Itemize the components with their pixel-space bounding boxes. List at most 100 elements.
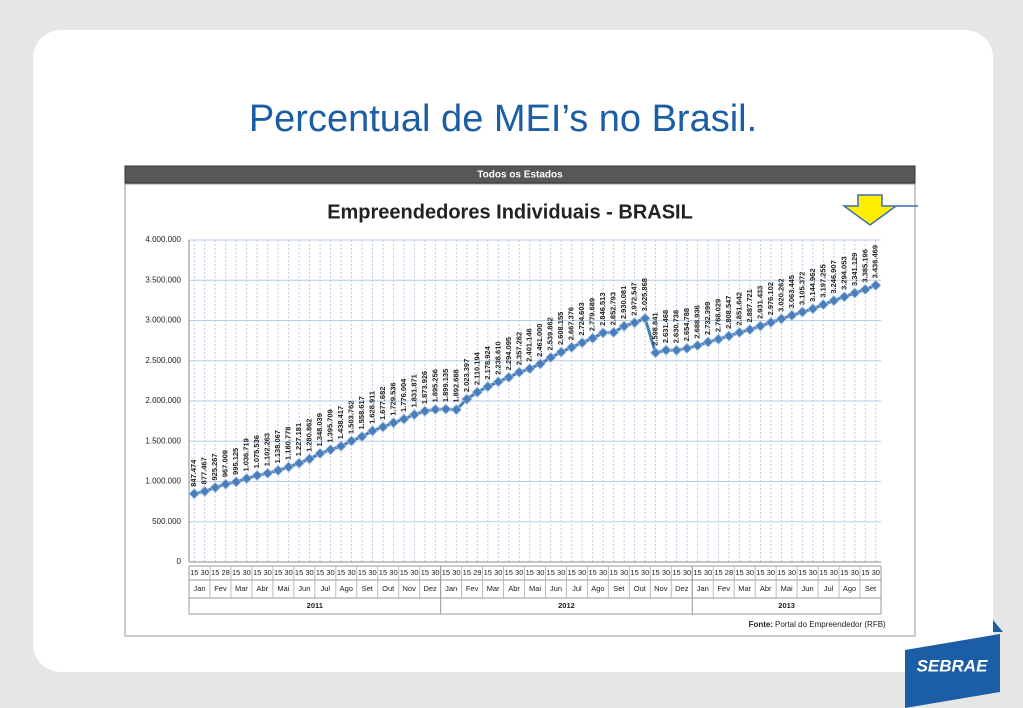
y-tick-label: 3.000.000 <box>145 316 181 325</box>
data-label: 3.436.469 <box>871 245 880 278</box>
x-tick-label: 15 <box>484 568 492 577</box>
data-point <box>251 469 263 481</box>
month-label: Dez <box>675 584 689 593</box>
x-tick-label: 30 <box>683 568 691 577</box>
x-tick-label: 28 <box>725 568 733 577</box>
data-point <box>408 408 420 421</box>
x-tick-label: 15 <box>735 568 743 577</box>
data-label: 2.461.000 <box>535 324 544 357</box>
data-point <box>209 481 221 494</box>
x-tick-label: 30 <box>284 568 292 577</box>
data-label: 2.178.924 <box>483 345 492 379</box>
data-point <box>691 339 704 352</box>
data-point <box>545 351 557 364</box>
data-label: 1.036.719 <box>242 438 251 471</box>
y-tick-label: 2.000.000 <box>145 396 181 405</box>
data-point <box>199 485 211 497</box>
data-label: 1.280.862 <box>305 419 314 452</box>
data-label: 2.598.841 <box>651 312 660 345</box>
data-label: 2.779.689 <box>588 298 597 331</box>
data-label: 3.197.255 <box>818 264 827 297</box>
data-label: 1.180.778 <box>284 427 293 460</box>
x-tick-label: 15 <box>400 568 408 577</box>
data-point <box>503 371 515 383</box>
data-label: 2.931.433 <box>755 286 764 319</box>
x-tick-label: 30 <box>452 568 460 577</box>
x-tick-label: 29 <box>473 568 481 577</box>
data-point <box>712 333 725 345</box>
data-label: 2.238.610 <box>493 341 502 374</box>
x-tick-label: 15 <box>672 568 680 577</box>
x-tick-label: 28 <box>222 568 230 577</box>
data-point <box>429 403 441 415</box>
data-point <box>859 283 871 296</box>
data-label: 2.852.793 <box>609 292 618 325</box>
data-point <box>398 413 410 425</box>
x-tick-label: 15 <box>777 568 785 577</box>
data-point <box>450 404 462 416</box>
month-label: Abr <box>760 584 772 593</box>
month-label: Set <box>865 584 877 593</box>
data-point <box>670 344 683 356</box>
x-tick-label: 15 <box>756 568 764 577</box>
y-tick-label: 0 <box>177 557 182 566</box>
month-label: Jan <box>193 584 205 593</box>
month-label: Ago <box>591 584 604 593</box>
data-label: 2.887.721 <box>745 289 754 322</box>
data-point <box>608 326 620 338</box>
data-point <box>587 332 599 344</box>
x-tick-label: 15 <box>316 568 324 577</box>
data-point <box>230 476 242 488</box>
header-text: Todos os Estados <box>477 170 563 181</box>
data-label: 3.341.129 <box>850 253 859 286</box>
data-label: 3.025.868 <box>640 278 649 311</box>
data-point <box>314 447 326 460</box>
y-tick-label: 2.500.000 <box>145 356 181 365</box>
arrow-indicator <box>841 194 899 226</box>
month-label: Out <box>382 584 395 593</box>
data-label: 1.138.067 <box>273 430 282 463</box>
x-tick-label: 15 <box>609 568 617 577</box>
x-tick-label: 30 <box>494 568 502 577</box>
data-label: 3.385.196 <box>860 249 869 282</box>
x-tick-label: 15 <box>651 568 659 577</box>
data-label: 2.768.029 <box>713 299 722 332</box>
data-label: 2.930.081 <box>619 286 628 319</box>
x-tick-label: 15 <box>819 568 827 577</box>
data-point <box>576 337 588 349</box>
x-tick-label: 30 <box>830 568 838 577</box>
data-label: 2.539.862 <box>546 317 555 350</box>
data-point <box>660 344 672 356</box>
data-label: 2.294.095 <box>504 337 513 370</box>
x-tick-label: 15 <box>588 568 596 577</box>
data-label: 1.677.682 <box>378 387 387 420</box>
data-label: 1.503.762 <box>346 401 355 434</box>
x-tick-label: 15 <box>232 568 240 577</box>
data-label: 2.724.603 <box>577 302 586 335</box>
month-label: Mai <box>277 584 289 593</box>
data-point <box>723 330 735 342</box>
month-label: Jan <box>445 584 457 593</box>
data-point <box>524 363 536 375</box>
data-point <box>775 313 787 325</box>
data-point <box>639 312 651 324</box>
x-tick-label: 15 <box>526 568 534 577</box>
data-point <box>356 430 368 443</box>
y-tick-label: 4.000.000 <box>145 235 181 244</box>
x-tick-label: 30 <box>599 568 607 577</box>
x-tick-label: 30 <box>305 568 313 577</box>
data-point <box>387 417 400 429</box>
data-label: 1.628.911 <box>367 391 376 424</box>
data-label: 847.474 <box>189 459 198 487</box>
data-label: 3.294.053 <box>839 256 848 289</box>
data-label: 2.976.102 <box>766 282 775 315</box>
y-tick-label: 1.000.000 <box>145 477 181 486</box>
month-label: Jun <box>298 584 310 593</box>
month-label: Fev <box>717 584 730 593</box>
month-label: Ago <box>843 584 856 593</box>
data-label: 3.063.445 <box>787 275 796 308</box>
x-tick-label: 30 <box>641 568 649 577</box>
x-tick-label: 30 <box>872 568 880 577</box>
data-label: 2.357.282 <box>514 332 523 365</box>
data-point <box>220 478 232 490</box>
